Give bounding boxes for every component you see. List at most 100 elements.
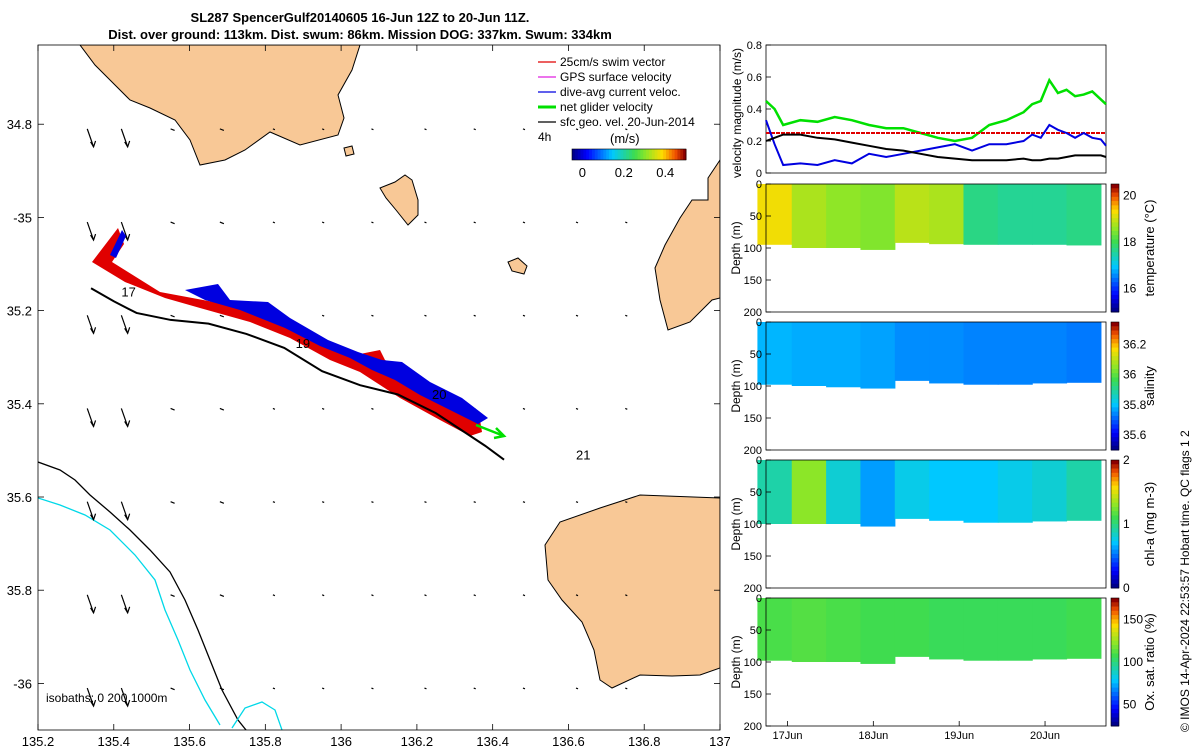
chlorophyll-colorbar-segment bbox=[1111, 481, 1119, 487]
temperature-ytick-label: 50 bbox=[750, 211, 762, 223]
oxygen-data-column bbox=[997, 598, 1033, 661]
map-xtick-label: 137 bbox=[709, 734, 730, 749]
temperature-colorbar-segment bbox=[1111, 188, 1119, 194]
chlorophyll-data-column bbox=[1032, 460, 1068, 522]
current-arrow bbox=[575, 128, 579, 131]
colorbar-segment bbox=[654, 149, 658, 160]
salinity-colorbar-segment bbox=[1111, 394, 1119, 400]
salinity-data-column bbox=[860, 322, 896, 389]
chlorophyll-data-column bbox=[791, 460, 827, 524]
salinity-colorbar-segment bbox=[1111, 424, 1119, 430]
current-arrowhead bbox=[124, 327, 131, 335]
current-arrow bbox=[86, 594, 95, 614]
salinity-ytick-label: 200 bbox=[744, 445, 762, 457]
isobath-1000 bbox=[231, 701, 283, 730]
temperature-colorbar-segment bbox=[1111, 196, 1119, 202]
temperature-colorbar-segment bbox=[1111, 277, 1119, 283]
colorbar-segment bbox=[583, 149, 587, 160]
oxygen-colorbar-segment bbox=[1111, 696, 1119, 701]
oxygen-colorbar-segment bbox=[1111, 717, 1119, 723]
current-arrow bbox=[170, 501, 175, 504]
chlorophyll-ylabel: Depth (m) bbox=[729, 497, 743, 550]
chlorophyll-colorbar-segment bbox=[1111, 515, 1119, 521]
chlorophyll-colorbar-segment bbox=[1111, 549, 1119, 555]
imos-credit: © IMOS 14-Apr-2024 22:53:57 Hobart time.… bbox=[1178, 430, 1192, 732]
current-arrow bbox=[371, 687, 374, 690]
colorbar-segment bbox=[611, 149, 616, 160]
colorbar-segment bbox=[657, 149, 661, 160]
chlorophyll-colorbar-segment bbox=[1111, 477, 1119, 482]
temperature-data-column bbox=[826, 184, 862, 248]
colorbar-segment bbox=[620, 149, 624, 160]
salinity-colorbar-segment bbox=[1111, 322, 1119, 327]
current-arrowhead bbox=[90, 140, 97, 149]
current-arrow bbox=[575, 501, 579, 504]
oxygen-ytick-label: 0 bbox=[756, 593, 762, 605]
oxygen-xtick-label: 17Jun bbox=[772, 730, 802, 742]
map-xtick-label: 135.4 bbox=[98, 734, 131, 749]
current-arrow bbox=[424, 221, 427, 224]
current-arrow bbox=[272, 407, 276, 410]
salinity-colorbar-segment bbox=[1111, 373, 1119, 378]
salinity-ytick-label: 50 bbox=[750, 349, 762, 361]
oxygen-ytick-label: 100 bbox=[744, 657, 762, 669]
temperature-colorbar-tick: 18 bbox=[1123, 235, 1137, 249]
sfc-geo-vel-arrows bbox=[86, 128, 628, 708]
colorbar-segment bbox=[668, 149, 673, 160]
salinity-colorbar-segment bbox=[1111, 343, 1119, 349]
oxygen-colorbar-segment bbox=[1111, 632, 1119, 637]
oxygen-colorbar-segment bbox=[1111, 666, 1119, 672]
map-colorbar: 0 0.2 0.4 bbox=[571, 148, 687, 180]
temperature-colorbar-segment bbox=[1111, 273, 1119, 279]
temperature-data-column bbox=[1032, 184, 1068, 245]
salinity-colorbar-segment bbox=[1111, 326, 1119, 332]
oxygen-data-column bbox=[963, 598, 999, 661]
map-xtick-label: 136 bbox=[330, 734, 352, 749]
current-arrowhead bbox=[124, 420, 131, 428]
velocity-ytick-label: 0.2 bbox=[747, 136, 762, 148]
oxygen-colorbar-segment bbox=[1111, 653, 1119, 659]
current-arrow bbox=[219, 687, 225, 691]
oxygen-colorbar-frame bbox=[1110, 597, 1120, 727]
oxygen-colorbar-segment bbox=[1111, 644, 1119, 650]
oxygen-xtick-label: 18Jun bbox=[858, 730, 888, 742]
colorbar-segment bbox=[643, 149, 647, 160]
chlorophyll-colorbar-segment bbox=[1111, 464, 1119, 470]
chlorophyll-colorbar-segment bbox=[1111, 511, 1119, 516]
chlorophyll-colorbar-label: chl-a (mg m-3) bbox=[1142, 482, 1157, 567]
colorbar-segment bbox=[594, 149, 599, 160]
current-arrow bbox=[272, 501, 276, 504]
current-arrow bbox=[170, 128, 175, 132]
map-ytick-label: -35 bbox=[13, 210, 32, 225]
colorbar-segment bbox=[603, 149, 607, 160]
oxygen-colorbar-segment bbox=[1111, 623, 1119, 629]
current-arrow bbox=[170, 314, 175, 318]
colorbar-segment bbox=[591, 149, 596, 160]
current-arrow bbox=[219, 407, 225, 411]
chlorophyll-colorbar-segment bbox=[1111, 460, 1119, 465]
map-ytick-label: 34.8 bbox=[7, 117, 32, 132]
oxygen-ytick-label: 150 bbox=[744, 689, 762, 701]
velocity-panel: 0 0.2 0.4 0.6 0.8 velocity magnitude (m/s) bbox=[730, 40, 1107, 180]
current-arrow bbox=[120, 594, 129, 614]
chlorophyll-colorbar-tick: 2 bbox=[1123, 453, 1130, 467]
current-arrow bbox=[625, 314, 628, 317]
current-arrow bbox=[371, 501, 374, 504]
current-arrow bbox=[86, 315, 95, 334]
current-arrow bbox=[371, 314, 374, 317]
salinity-data-column bbox=[894, 322, 930, 381]
map-day-label: 21 bbox=[576, 448, 590, 463]
legend-gps-velocity: GPS surface velocity bbox=[560, 70, 671, 84]
current-arrow bbox=[120, 128, 129, 148]
temperature-colorbar-segment bbox=[1111, 222, 1119, 228]
temperature-data-column bbox=[929, 184, 965, 245]
current-arrow bbox=[321, 501, 325, 504]
map-panel: 17 19 20 21 135.2 135.4 135.6 135.8 136 136.2 136… bbox=[7, 44, 730, 749]
land-fleurieu bbox=[544, 494, 720, 689]
colorbar-tick-label: 0.4 bbox=[656, 165, 674, 180]
velocity-series-line bbox=[765, 133, 1107, 162]
land-island-north bbox=[379, 174, 419, 226]
salinity-colorbar-tick: 35.6 bbox=[1123, 428, 1147, 442]
temperature-colorbar-tick: 20 bbox=[1123, 189, 1137, 203]
oxygen-data-column bbox=[894, 598, 930, 657]
